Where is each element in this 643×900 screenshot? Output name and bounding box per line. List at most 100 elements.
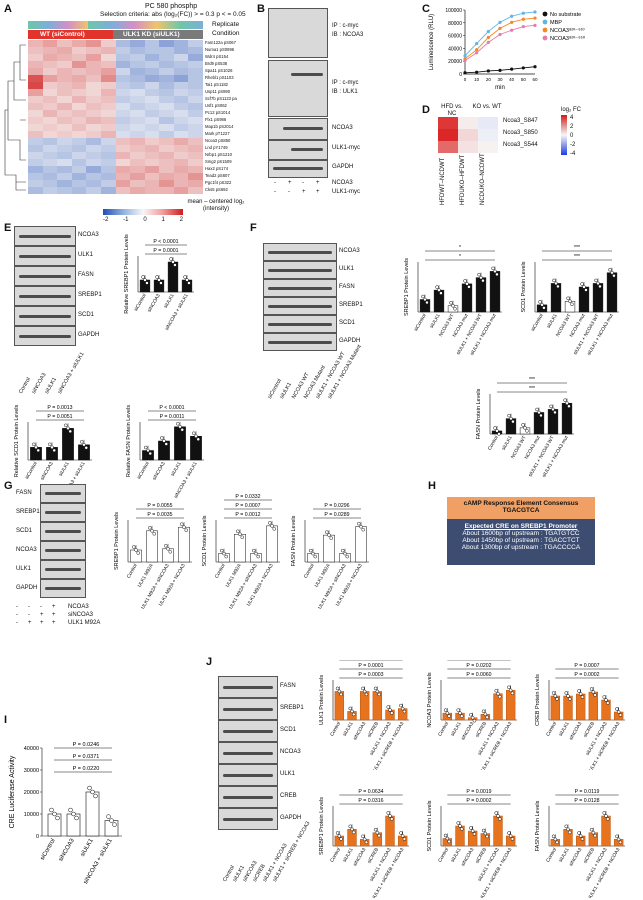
data-point (508, 688, 513, 693)
data-point (112, 822, 117, 827)
condition-sign: + (40, 612, 44, 618)
data-point (549, 404, 553, 409)
data-point (540, 303, 544, 307)
data-point (521, 423, 525, 427)
legend-label: No substrate (550, 12, 581, 18)
data-point (68, 429, 72, 434)
blot-band (19, 254, 71, 258)
data-point (162, 439, 166, 443)
data-point (132, 545, 136, 549)
x-tick-label: siULK1 (501, 435, 514, 452)
blot-band (19, 334, 71, 338)
d-row-label: Ncoa3_S850 (503, 130, 538, 136)
heatmap-cell (188, 103, 204, 111)
x-tick-label: Control (329, 721, 342, 737)
data-point (498, 32, 502, 37)
heatmap-cell (57, 75, 73, 83)
colorscale-ticks: -2 -1 0 1 2 (103, 217, 183, 224)
data-point (437, 288, 441, 292)
data-point (485, 834, 489, 839)
scale-tick: 0 (570, 133, 574, 139)
data-point (325, 530, 329, 534)
data-point (465, 282, 469, 286)
data-point (463, 59, 467, 63)
data-point (359, 524, 363, 529)
data-point (565, 401, 569, 405)
data-point (238, 532, 242, 537)
data-point (402, 837, 407, 841)
heatmap-cell (86, 103, 102, 111)
heatmap-cell (173, 131, 189, 139)
data-point (390, 711, 394, 715)
heatmap-row-label: Scf7b pS1123 pa (205, 95, 237, 101)
x-tick-label: siControl (530, 313, 545, 332)
bar (178, 526, 190, 563)
heatmap-cell (130, 82, 145, 90)
blot-strip (218, 764, 278, 786)
heatmap-row-label: Hax2 pS174 (205, 165, 229, 171)
x-tick-label: siControl (24, 461, 39, 480)
data-point (604, 698, 608, 702)
data-point (337, 689, 342, 694)
data-point (497, 432, 501, 436)
bar (419, 299, 431, 313)
heatmap-cell (159, 61, 175, 69)
heatmap-cell (173, 173, 189, 181)
blot-band (19, 274, 71, 278)
data-point (106, 814, 111, 819)
data-point (194, 434, 198, 438)
data-point (463, 279, 467, 283)
heatmap-cell (100, 110, 116, 118)
heatmap-cell (86, 159, 102, 167)
data-point (486, 69, 490, 73)
heatmap-cell (188, 124, 204, 132)
p-value: P = 0.0011 (160, 414, 185, 420)
heatmap-cell (115, 145, 131, 153)
data-point (224, 554, 228, 559)
heatmap-cell (144, 61, 160, 69)
bar (167, 261, 179, 293)
data-point (423, 297, 427, 302)
heatmap-cell (115, 89, 131, 97)
data-point (180, 428, 184, 432)
data-point (511, 419, 515, 424)
bar (78, 444, 90, 461)
data-point (602, 811, 606, 815)
heatmap-cell (173, 47, 189, 55)
data-point (509, 416, 513, 421)
blot-label: NCOA3 (78, 232, 99, 238)
data-point (556, 284, 560, 289)
data-point (400, 834, 405, 838)
condition-sign: + (316, 180, 320, 186)
data-point (136, 551, 140, 555)
heatmap-cell (173, 96, 189, 104)
data-point (554, 281, 558, 286)
row-dendrogram (4, 44, 26, 191)
replicate-bar-wt (28, 21, 88, 29)
heatmap-cell (86, 117, 102, 125)
heatmap-cell (173, 138, 189, 146)
heatmap-cell (100, 89, 116, 97)
blot-strip (14, 286, 76, 306)
bar (372, 691, 383, 721)
p-value: *** (574, 245, 580, 251)
data-point (584, 288, 588, 292)
heatmap-cell (71, 131, 87, 139)
data-point (486, 35, 490, 40)
d-heat-cell (438, 129, 458, 141)
data-point (552, 278, 556, 283)
heatmap-cell (144, 145, 160, 153)
heatmap-cell (115, 68, 131, 76)
heatmap-cell (28, 159, 43, 167)
blot-strip (40, 560, 86, 579)
blot-band (223, 707, 273, 711)
p-value: P = 0.0002 (466, 798, 491, 804)
data-point (604, 814, 608, 818)
heatmap-cell (144, 47, 160, 55)
data-point (339, 837, 343, 841)
data-point (362, 837, 367, 842)
blot-label: GAPDH (78, 332, 100, 338)
heatmap-cell (173, 110, 189, 118)
